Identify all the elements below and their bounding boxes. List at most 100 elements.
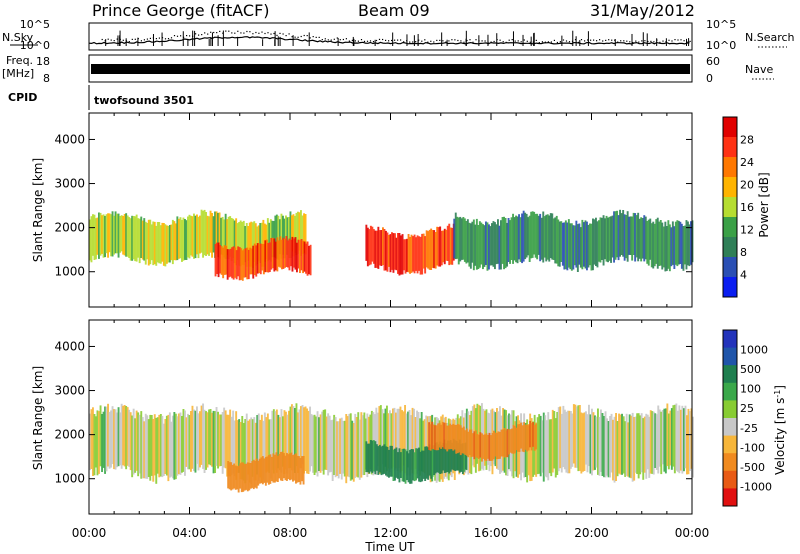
station-title: Prince George (fitACF) — [92, 1, 270, 20]
power-cell — [99, 212, 102, 256]
noise-dot — [448, 40, 450, 42]
velocity-cell — [413, 452, 416, 482]
velocity-cell — [336, 421, 339, 476]
cpid-label: CPID — [8, 91, 37, 104]
velocity-cell — [275, 452, 278, 482]
noise-dot — [333, 38, 335, 40]
velocity-cell — [675, 403, 678, 471]
power-colorbar-tick: 28 — [740, 134, 754, 147]
power-y-tick-label: 1000 — [54, 265, 85, 279]
velocity-cell — [652, 411, 655, 475]
noise-dot — [580, 39, 583, 41]
velocity-cell — [261, 456, 264, 485]
power-cell — [296, 242, 298, 273]
noise-dot — [270, 33, 272, 35]
velocity-cell — [292, 406, 295, 471]
power-cell — [244, 226, 247, 263]
power-cell — [287, 240, 289, 268]
velocity-cell — [114, 409, 117, 470]
velocity-cell — [174, 413, 177, 480]
velocity-cell — [438, 422, 441, 448]
power-cell — [557, 219, 560, 267]
velocity-cell — [202, 403, 205, 469]
velocity-cell — [606, 418, 609, 476]
freq-panel: Freq. [MHz] 18 8 60 0 Nave — [2, 54, 774, 85]
power-cell — [510, 217, 513, 260]
velocity-cell — [226, 414, 229, 477]
power-cell — [152, 221, 155, 266]
power-colorbar-swatch — [723, 157, 737, 178]
power-cell — [277, 240, 280, 267]
velocity-colorbar-swatch — [723, 382, 737, 401]
power-cell — [159, 225, 162, 264]
power-cell — [199, 215, 201, 254]
power-cell — [504, 218, 507, 269]
velocity-cell — [287, 454, 290, 480]
power-cell — [254, 223, 257, 266]
power-cell — [611, 215, 614, 258]
velocity-cell — [129, 412, 132, 471]
noise-dot — [210, 31, 212, 33]
velocity-cell — [234, 465, 237, 490]
noise-dot — [653, 41, 655, 43]
power-cell — [298, 212, 301, 251]
velocity-cell — [159, 414, 162, 477]
noise-dot — [195, 33, 197, 35]
power-cell — [602, 215, 605, 266]
velocity-cell — [149, 414, 152, 481]
power-cell — [181, 219, 183, 262]
power-cell — [200, 209, 203, 253]
power-cell — [243, 248, 246, 278]
power-cell — [231, 247, 234, 279]
power-cell — [519, 217, 522, 262]
nave-label: Nave — [745, 63, 773, 76]
velocity-cell — [661, 410, 664, 465]
velocity-cell — [371, 440, 374, 473]
power-cell — [162, 223, 165, 266]
noise-dot — [324, 38, 326, 40]
velocity-cell — [263, 412, 266, 482]
power-cell — [424, 236, 427, 274]
power-cell — [268, 222, 271, 260]
power-cell — [93, 214, 96, 260]
velocity-cell — [282, 416, 284, 467]
power-cell — [245, 223, 248, 267]
power-cell — [171, 219, 174, 265]
velocity-cell — [511, 428, 514, 454]
velocity-cell — [265, 417, 268, 473]
velocity-cell — [110, 410, 113, 468]
power-cell — [451, 227, 454, 265]
velocity-cell — [276, 455, 279, 482]
velocity-cell — [146, 415, 149, 479]
velocity-cell — [419, 451, 422, 483]
velocity-cell — [321, 411, 324, 471]
velocity-cell — [170, 421, 173, 477]
power-cell — [546, 214, 549, 260]
velocity-cell — [293, 454, 296, 481]
velocity-cell — [260, 457, 263, 484]
power-cell — [237, 246, 240, 277]
velocity-cell — [266, 456, 269, 483]
noise-dot — [252, 33, 254, 35]
velocity-cell — [295, 453, 297, 484]
freq-unit-label: [MHz] — [2, 67, 34, 80]
velocity-cell — [96, 410, 99, 476]
power-cell — [217, 212, 220, 257]
velocity-cell — [524, 423, 527, 477]
velocity-cell — [419, 418, 422, 476]
velocity-cell — [143, 421, 146, 479]
noise-dot — [644, 40, 646, 42]
noise-dot — [285, 35, 287, 37]
velocity-colorbar-swatch — [723, 400, 737, 419]
velocity-cell — [676, 410, 679, 472]
noise-dot — [318, 36, 320, 38]
noise-dot — [249, 31, 251, 33]
velocity-cell — [251, 419, 254, 477]
noise-dot — [535, 39, 537, 41]
velocity-cell — [95, 416, 97, 468]
power-cell — [281, 239, 283, 270]
power-cell — [428, 229, 431, 270]
velocity-cell — [502, 429, 505, 457]
noise-dot — [466, 39, 468, 42]
power-cell — [527, 217, 530, 256]
